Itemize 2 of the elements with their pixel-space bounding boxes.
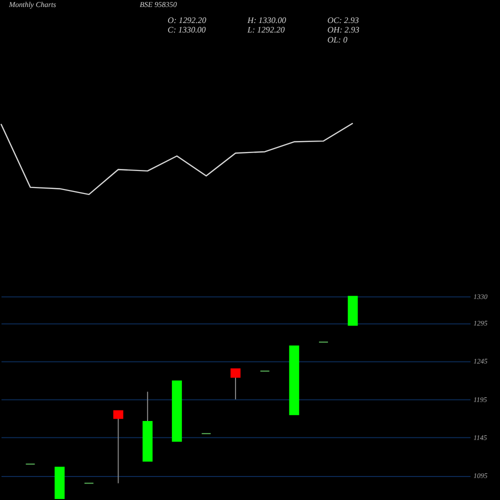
- candlestick: [230, 368, 241, 400]
- candlestick: [113, 410, 124, 484]
